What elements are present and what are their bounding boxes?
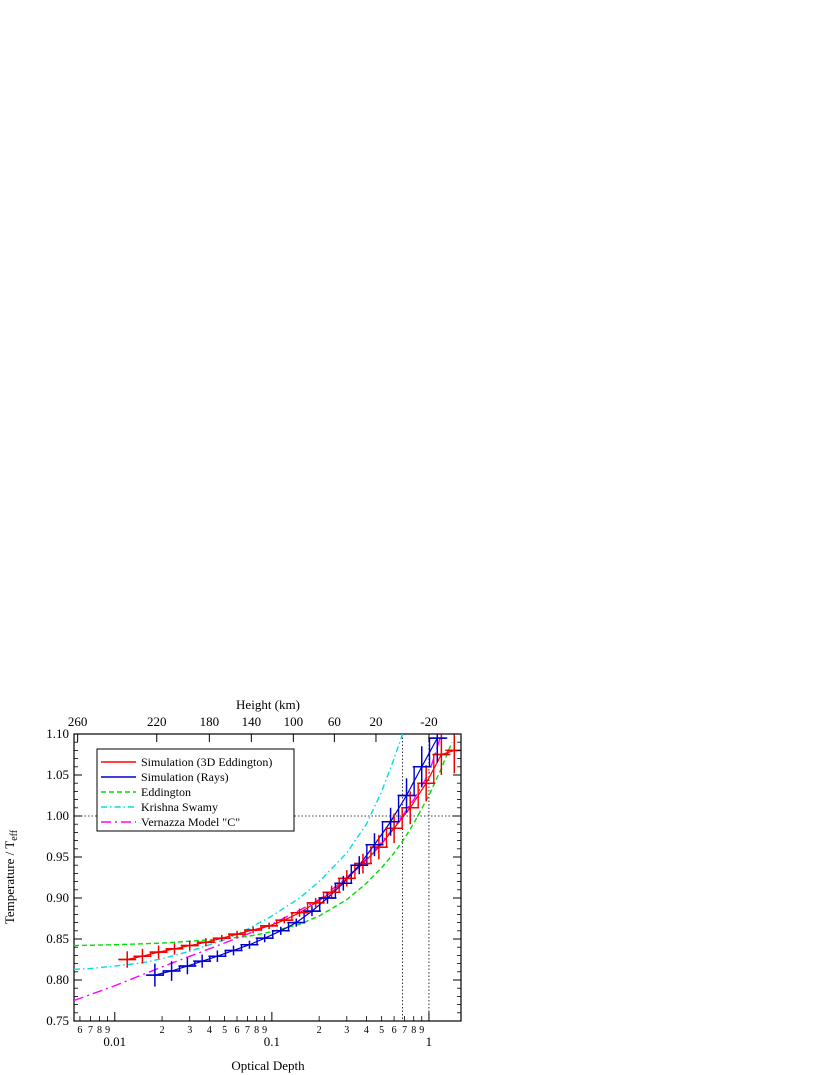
x-minor-tick-label: 7 [245,1025,250,1036]
x-major-tick-label: 0.1 [264,1034,280,1049]
x-minor-tick-label: 6 [392,1025,397,1036]
top-tick-label: 60 [328,714,341,729]
y-tick-label: 1.05 [46,767,69,782]
x-minor-tick-label: 9 [105,1025,110,1036]
x-minor-tick-label: 7 [402,1025,407,1036]
legend-label-4: Vernazza Model "C" [141,815,240,829]
x-minor-tick-label: 2 [160,1025,165,1036]
top-tick-label: 20 [369,714,382,729]
x-minor-tick-label: 6 [235,1025,240,1036]
y-axis-label: Temperature / Teff [2,829,20,924]
x-minor-tick-label: 9 [262,1025,267,1036]
y-tick-label: 0.80 [46,972,69,987]
series-line-4 [74,734,443,1002]
axis-group: 0.75 0.80 0.85 0.90 0.95 1.00 1.05 1.10 0.01 0.1 1… [46,714,461,1049]
x-minor-tick-label: 9 [419,1025,424,1036]
x-minor-tick-label: 4 [207,1025,212,1036]
top-tick-label: 180 [200,714,220,729]
top-x-axis-label: Height (km) [236,697,300,712]
x-major-tick-label: 0.01 [103,1034,126,1049]
top-tick-label: 260 [68,714,88,729]
series-trend-0 [127,749,455,961]
series-line-2 [74,741,453,947]
y-tick-label: 0.95 [46,849,69,864]
legend-label-2: Eddington [141,785,191,799]
plot-frame [73,733,462,1022]
y-tick-label: 1.00 [46,808,69,823]
y-axis-label-main: Temperature / T [2,841,17,924]
y-tick-label: 0.85 [46,931,69,946]
series-group [74,734,461,1002]
x-minor-tick-label: 5 [222,1025,227,1036]
top-tick-label: 220 [147,714,167,729]
x-minor-tick-label: 8 [254,1025,259,1036]
x-minor-tick-label: 7 [88,1025,93,1036]
x-minor-tick-label: 8 [411,1025,416,1036]
legend-label-0: Simulation (3D Eddington) [141,755,272,769]
x-minor-tick-label: 8 [97,1025,102,1036]
y-tick-label: 1.10 [46,726,69,741]
y-tick-label: 0.75 [46,1013,69,1028]
x-minor-tick-label: 4 [364,1025,369,1036]
top-tick-label: -20 [420,714,437,729]
top-tick-label: 140 [242,714,262,729]
x-major-tick-label: 1 [426,1034,433,1049]
x-minor-tick-label: 3 [187,1025,192,1036]
legend-label-3: Krishna Swamy [141,800,218,814]
x-axis-label: Optical Depth [231,1058,305,1073]
series-line-3 [74,734,404,971]
x-minor-tick-label: 6 [77,1025,82,1036]
y-tick-label: 0.90 [46,890,69,905]
legend-label-1: Simulation (Rays) [141,770,229,784]
x-minor-tick-label: 2 [317,1025,322,1036]
top-tick-label: 100 [284,714,304,729]
legend: Simulation (3D Eddington)Simulation (Ray… [96,748,295,832]
x-minor-tick-label: 3 [344,1025,349,1036]
x-minor-tick-label: 5 [379,1025,384,1036]
y-axis-label-sub: eff [9,829,20,841]
